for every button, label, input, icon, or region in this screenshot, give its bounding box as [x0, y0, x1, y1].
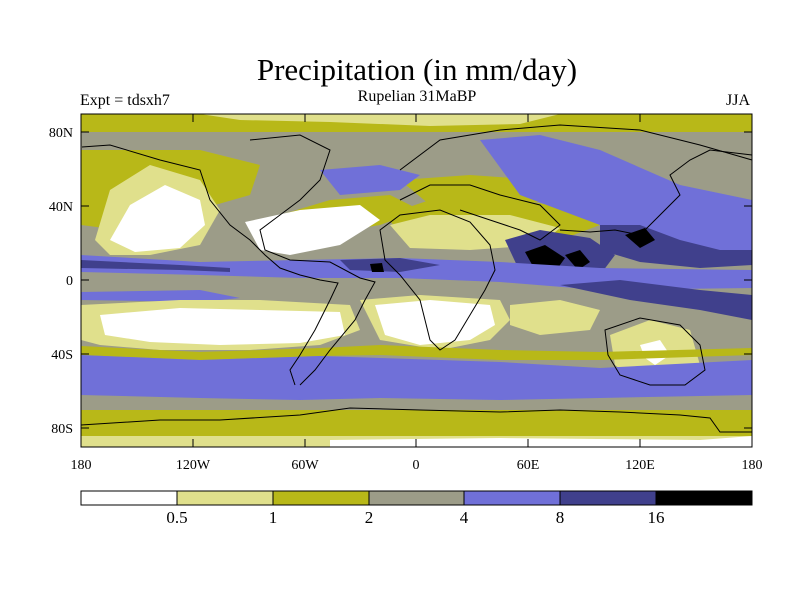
legend-bin — [176, 490, 274, 506]
lon-label: 60W — [291, 458, 319, 473]
s-africa-desert — [375, 300, 495, 345]
lon-label: 0 — [413, 458, 420, 473]
legend-bin — [272, 490, 370, 506]
legend-label: 2 — [365, 508, 374, 527]
season-label: JJA — [726, 92, 751, 109]
lat-labels: 80N 40N 0 40S 80S — [49, 126, 73, 437]
americas-east-coast — [249, 134, 376, 386]
lat-ticks — [81, 131, 752, 429]
legend-label: 4 — [460, 508, 469, 527]
legend-bin — [559, 490, 657, 506]
lat-label: 40N — [49, 200, 73, 215]
arctic-dry-zone — [200, 114, 560, 126]
ne-pacific-desert — [110, 185, 205, 252]
experiment-label: Expt = tdsxh7 — [80, 92, 170, 109]
itcz-atlantic-max — [370, 263, 384, 272]
legend-bin — [463, 490, 561, 506]
legend-label: 1 — [269, 508, 278, 527]
sw-pacific-convergence — [560, 280, 752, 320]
s-pacific-convergence — [81, 290, 240, 302]
precip-field — [81, 114, 752, 447]
itcz-band — [81, 255, 752, 290]
lon-label: 60E — [517, 458, 540, 473]
lat-label: 40S — [51, 348, 73, 363]
asian-monsoon-zone — [480, 135, 752, 260]
itcz-pacific-core — [81, 260, 230, 272]
legend-colorbar: 0.5 1 2 4 8 16 — [80, 490, 753, 527]
lon-ticks — [192, 114, 641, 447]
lon-labels: 180 120W 60W 0 60E 120E 180 — [71, 458, 763, 473]
s-america-desert — [100, 308, 345, 345]
lon-label: 180 — [742, 458, 763, 473]
s-indian-ocean-dry-zone — [510, 300, 600, 335]
period-subtitle: Rupelian 31MaBP — [357, 88, 477, 105]
antarctica-coast — [80, 407, 752, 433]
antarctic-dry-core — [330, 436, 752, 447]
lon-label: 120E — [625, 458, 655, 473]
legend-bin — [80, 490, 178, 506]
legend-label: 16 — [648, 508, 665, 527]
australia-coast — [604, 317, 706, 386]
legend-label: 8 — [556, 508, 565, 527]
n-atlantic-storm-track — [320, 165, 420, 195]
s-subtropical-margin — [81, 345, 752, 360]
mediterranean-coast — [399, 184, 561, 241]
africa-coast — [379, 209, 496, 351]
eurasia-north-coast — [399, 124, 753, 171]
lon-label: 180 — [71, 458, 92, 473]
lat-label: 80N — [49, 126, 73, 141]
southern-storm-track — [81, 355, 752, 400]
legend-bin — [655, 490, 753, 506]
asia-east-coast — [559, 149, 753, 236]
lat-label: 0 — [66, 274, 73, 289]
legend-label: 0.5 — [166, 508, 187, 527]
lon-label: 120W — [176, 458, 211, 473]
coastlines — [80, 124, 753, 433]
chart-title: Precipitation (in mm/day) — [256, 52, 578, 87]
monsoon-max-central — [565, 250, 590, 270]
legend-bin — [368, 490, 465, 506]
americas-west-coast — [81, 144, 339, 386]
n-atlantic-desert — [245, 205, 380, 255]
lat-label: 80S — [51, 422, 73, 437]
